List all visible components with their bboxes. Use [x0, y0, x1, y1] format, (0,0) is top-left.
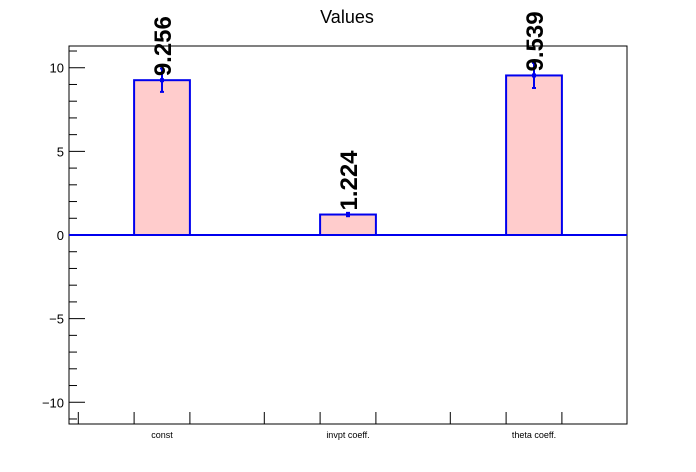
x-category-label: theta coeff. [512, 430, 556, 440]
bar-marker [346, 212, 350, 217]
x-category-label: invpt coeff. [326, 430, 369, 440]
y-tick-label: 5 [57, 144, 64, 159]
axes: −10 −5 0 5 10 [42, 45, 628, 425]
data-label: 9.256 [150, 16, 177, 76]
bar-marker [160, 78, 164, 83]
labels: const 9.256 invpt coeff. 1.224 theta coeff. 9… [150, 11, 556, 440]
y-tick-label: 0 [57, 228, 64, 243]
bar-const [133, 79, 191, 236]
chart-title: Values [320, 7, 374, 27]
bars [69, 61, 627, 237]
bar-theta-coeff- [505, 74, 563, 237]
y-tick-label: 10 [50, 61, 64, 76]
bar-invpt-coeff- [319, 213, 377, 236]
data-label: 1.224 [336, 150, 363, 211]
y-tick-label: −10 [42, 395, 64, 410]
x-category-label: const [151, 430, 173, 440]
bar-marker [532, 73, 536, 78]
y-tick-label: −5 [49, 312, 64, 327]
data-label: 9.539 [522, 11, 549, 71]
